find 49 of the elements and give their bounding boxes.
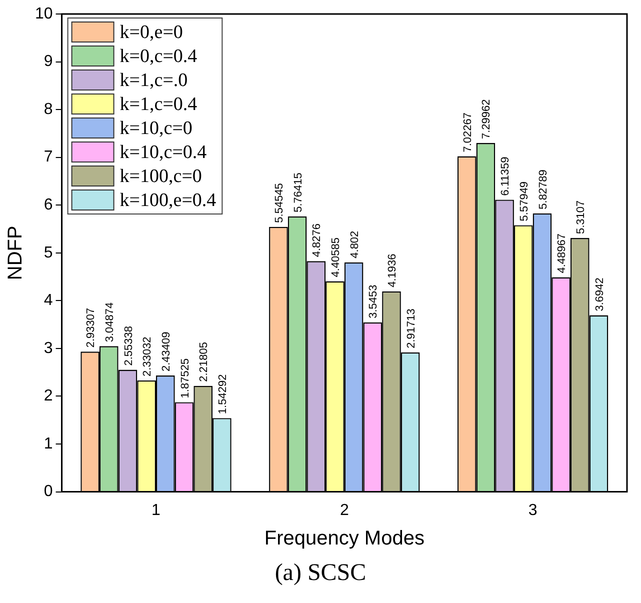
y-tick-label: 0 bbox=[44, 483, 53, 500]
legend-label: k=1,c=0.4 bbox=[120, 94, 198, 115]
y-tick-label: 5 bbox=[44, 244, 53, 262]
data-label: 2.91713 bbox=[405, 308, 418, 348]
data-label: 1.54292 bbox=[216, 374, 229, 414]
data-label: 2.33032 bbox=[142, 336, 154, 376]
legend-label: k=0,c=0.4 bbox=[120, 46, 198, 67]
legend-label: k=0,e=0 bbox=[120, 22, 183, 43]
data-label: 3.6942 bbox=[594, 278, 606, 312]
x-axis-title: Frequency Modes bbox=[264, 528, 424, 550]
data-label: 2.55338 bbox=[122, 326, 135, 366]
data-label: 6.11359 bbox=[500, 156, 512, 196]
data-label: 3.5453 bbox=[368, 284, 380, 318]
data-label: 5.3107 bbox=[574, 200, 587, 234]
x-tick-label: 2 bbox=[340, 502, 349, 519]
data-label: 5.57949 bbox=[518, 181, 530, 222]
y-axis-title: NDFP bbox=[4, 226, 27, 280]
data-label: 5.76415 bbox=[292, 172, 304, 212]
data-label: 2.43409 bbox=[160, 332, 172, 372]
y-tick-label: 2 bbox=[44, 388, 53, 405]
legend-label: k=10,c=0 bbox=[120, 118, 192, 139]
legend-label: k=1,c=.0 bbox=[120, 70, 188, 91]
data-label: 4.40585 bbox=[330, 238, 342, 278]
y-tick-label: 6 bbox=[44, 196, 53, 214]
legend-label: k=100,c=0 bbox=[120, 166, 202, 187]
x-tick-label: 1 bbox=[152, 502, 161, 519]
data-label: 5.54545 bbox=[273, 183, 286, 223]
data-label: 7.02267 bbox=[462, 112, 474, 152]
data-label: 1.87525 bbox=[179, 358, 192, 398]
legend-label: k=100,e=0.4 bbox=[120, 190, 217, 211]
data-label: 4.802 bbox=[348, 230, 361, 258]
y-tick-label: 4 bbox=[44, 292, 53, 310]
text: (a) SCSC bbox=[274, 560, 368, 587]
legend-label: k=10,c=0.4 bbox=[120, 142, 208, 163]
data-label: 4.48967 bbox=[556, 234, 568, 274]
data-label: 7.29962 bbox=[480, 99, 493, 140]
x-tick-label: 3 bbox=[528, 502, 538, 519]
y-tick-label: 10 bbox=[35, 5, 53, 22]
data-label: 4.1936 bbox=[386, 254, 399, 288]
data-label: 2.21805 bbox=[198, 342, 210, 382]
data-label: 2.93307 bbox=[85, 308, 98, 348]
y-tick-label: 9 bbox=[44, 53, 53, 70]
y-tick-label: 3 bbox=[44, 340, 53, 357]
data-label: 5.82789 bbox=[537, 170, 550, 210]
y-tick-label: 8 bbox=[44, 100, 53, 118]
y-tick-label: 1 bbox=[44, 435, 53, 452]
y-tick-label: 7 bbox=[44, 148, 53, 166]
data-label: 4.8276 bbox=[311, 223, 324, 258]
data-label: 3.04874 bbox=[104, 302, 116, 342]
